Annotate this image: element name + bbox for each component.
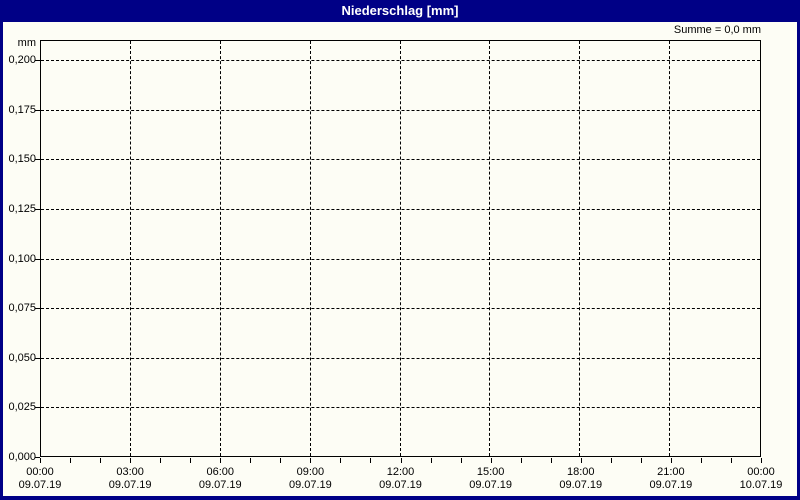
- x-tick-time-label: 21:00: [657, 466, 685, 478]
- x-tick-date-label: 09.07.19: [379, 479, 422, 491]
- x-axis-tick: [610, 458, 612, 463]
- y-axis-tick: [35, 258, 40, 260]
- y-tick-label: 0,125: [8, 202, 36, 215]
- y-axis-tick: [35, 357, 40, 359]
- title-bar: Niederschlag [mm]: [0, 0, 800, 22]
- x-axis-tick: [130, 458, 132, 463]
- h-gridline: [41, 258, 760, 260]
- x-axis-tick: [280, 458, 282, 463]
- x-axis-tick: [761, 458, 762, 463]
- x-axis-tick: [580, 458, 582, 463]
- x-tick-date-label: 09.07.19: [108, 479, 152, 491]
- y-tick-label: 0,075: [8, 302, 36, 315]
- x-axis-tick: [100, 458, 102, 463]
- plot-area: [40, 40, 761, 457]
- x-tick-time-label: 18:00: [566, 466, 595, 478]
- v-gridline: [579, 41, 581, 456]
- x-axis-tick: [70, 458, 72, 463]
- x-axis-tick: [430, 458, 432, 463]
- x-axis-tick: [310, 458, 312, 463]
- y-axis-tick: [35, 308, 40, 310]
- y-axis-tick: [35, 457, 40, 458]
- y-axis-tick: [35, 407, 40, 409]
- y-axis-tick: [35, 60, 40, 61]
- y-tick-label: 0,175: [8, 103, 36, 116]
- chart-area: Summe = 0,0 mm mm 0,200 0,175 0,150 0,125 0,…: [3, 22, 797, 496]
- x-axis-tick: [160, 458, 162, 463]
- x-axis-tick: [520, 458, 522, 463]
- x-tick-time-label: 03:00: [116, 466, 144, 478]
- x-tick-time-label: 12:00: [386, 466, 415, 478]
- x-axis-tick: [370, 458, 372, 463]
- y-tick-label: 0,050: [8, 351, 36, 364]
- x-tick-time-label: 09:00: [296, 466, 325, 478]
- x-axis-tick: [340, 458, 342, 463]
- x-tick-date-label: 10.07.19: [739, 479, 783, 491]
- x-axis-tick: [640, 458, 642, 463]
- x-tick-time-label: 15:00: [476, 466, 505, 478]
- x-tick-time-label: 00:00: [26, 466, 54, 478]
- v-gridline: [219, 41, 221, 456]
- y-tick-label: 0,200: [8, 54, 36, 66]
- y-tick-label: 0,150: [8, 153, 36, 166]
- x-axis-tick: [490, 458, 492, 463]
- y-tick-label: 0,025: [8, 401, 36, 414]
- x-tick-date-label: 09.07.19: [288, 479, 332, 491]
- y-axis-unit-label: mm: [17, 37, 36, 49]
- v-gridline: [309, 41, 311, 456]
- y-axis-tick: [35, 109, 40, 111]
- sum-label: Summe = 0,0 mm: [673, 24, 761, 36]
- x-axis-tick: [700, 458, 702, 463]
- x-axis-tick: [220, 458, 222, 463]
- h-gridline: [41, 109, 760, 111]
- v-gridline: [489, 41, 491, 456]
- y-tick-label: 0,100: [8, 252, 36, 265]
- x-tick-time-label: 00:00: [747, 466, 775, 478]
- x-axis-tick: [460, 458, 462, 463]
- h-gridline: [41, 308, 760, 310]
- x-axis-tick: [400, 458, 402, 463]
- y-tick-label: 0,000: [8, 451, 36, 463]
- y-axis-tick: [35, 159, 40, 161]
- x-axis-tick: [190, 458, 192, 463]
- h-gridline: [41, 60, 760, 61]
- v-gridline: [399, 41, 401, 456]
- x-axis-tick: [40, 458, 41, 463]
- v-gridline: [129, 41, 131, 456]
- x-axis-tick: [730, 458, 732, 463]
- x-tick-date-label: 09.07.19: [198, 479, 242, 491]
- x-tick-time-label: 06:00: [206, 466, 235, 478]
- x-tick-date-label: 09.07.19: [18, 479, 62, 491]
- chart-title: Niederschlag [mm]: [341, 3, 459, 18]
- x-tick-date-label: 09.07.19: [469, 479, 513, 491]
- x-axis-tick: [250, 458, 252, 463]
- y-axis-tick: [35, 208, 40, 210]
- x-axis-tick: [670, 458, 672, 463]
- x-tick-date-label: 09.07.19: [649, 479, 693, 491]
- h-gridline: [41, 407, 760, 409]
- h-gridline: [41, 208, 760, 210]
- h-gridline: [41, 357, 760, 359]
- x-tick-date-label: 09.07.19: [559, 479, 603, 491]
- x-axis-tick: [550, 458, 552, 463]
- v-gridline: [669, 41, 671, 456]
- h-gridline: [41, 159, 760, 161]
